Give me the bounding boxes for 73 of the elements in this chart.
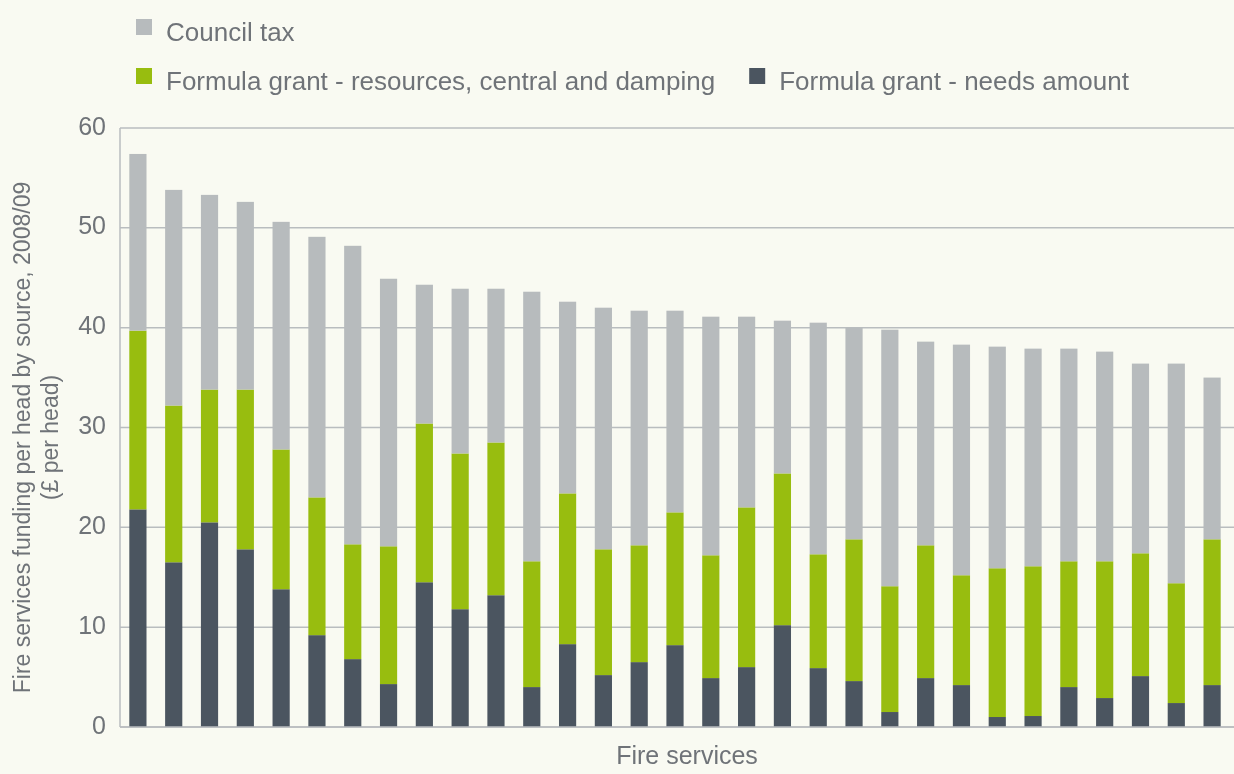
bar [344, 544, 362, 660]
bar [415, 423, 433, 583]
bar [809, 668, 827, 727]
bar [1060, 687, 1078, 727]
bar [451, 453, 469, 610]
bar [1131, 676, 1150, 727]
bar [344, 659, 362, 727]
y-tick-label: 30 [78, 411, 106, 440]
bar [666, 512, 684, 646]
bar [451, 609, 469, 727]
legend-label: Council tax [166, 16, 295, 47]
bar [165, 562, 183, 727]
bar [952, 575, 971, 686]
y-tick-label: 20 [78, 510, 106, 539]
bar [881, 586, 899, 713]
bar [988, 568, 1006, 718]
bar [558, 644, 577, 727]
bar [1024, 716, 1042, 727]
bar [702, 678, 720, 727]
bar [881, 712, 899, 727]
bar [200, 522, 219, 727]
bar [272, 589, 290, 727]
bar [666, 645, 684, 727]
bar [630, 662, 648, 727]
bar [1203, 539, 1221, 686]
bar [1131, 553, 1150, 677]
bar [773, 473, 792, 626]
bar [129, 509, 147, 727]
bar [523, 687, 541, 727]
bar [809, 554, 827, 669]
bar [165, 405, 183, 563]
y-axis-title: Fire services funding per head by source, 2008/09 (£ per head) [9, 181, 63, 694]
bar [308, 497, 326, 636]
bar [917, 678, 935, 727]
bar [200, 389, 219, 523]
y-tick-label: 40 [78, 311, 106, 340]
bar [630, 545, 648, 663]
y-tick-label: 50 [78, 211, 106, 240]
bar [1060, 561, 1078, 688]
bar [594, 549, 612, 676]
bar [523, 561, 541, 688]
y-tick-label: 0 [92, 710, 106, 739]
bar [594, 675, 612, 727]
bar [845, 681, 863, 727]
bar [415, 582, 433, 727]
bar [379, 684, 398, 727]
bar [773, 625, 792, 727]
bar [1203, 685, 1221, 727]
legend-label: Formula grant - resources, central and damping [166, 65, 716, 96]
legend-label: Formula grant - needs amount [779, 65, 1130, 96]
bar [379, 546, 398, 685]
bar [738, 667, 756, 727]
y-tick-label: 60 [78, 111, 106, 140]
y-tick-label: 10 [78, 610, 106, 639]
bar [1167, 583, 1185, 704]
bar [236, 549, 254, 727]
bar [308, 635, 326, 727]
bar [1024, 566, 1042, 717]
bar [952, 685, 971, 727]
bar [272, 449, 290, 590]
bar [487, 595, 505, 727]
bar [129, 330, 147, 510]
bar [917, 545, 935, 679]
bar [236, 389, 254, 550]
bar [845, 539, 863, 682]
bar [1167, 703, 1185, 727]
bar [702, 555, 720, 679]
bar [738, 507, 756, 668]
bar [1096, 698, 1114, 727]
bar [1096, 561, 1114, 699]
bar [487, 442, 505, 596]
bar [558, 493, 577, 645]
x-axis-title: Fire services [616, 741, 758, 769]
